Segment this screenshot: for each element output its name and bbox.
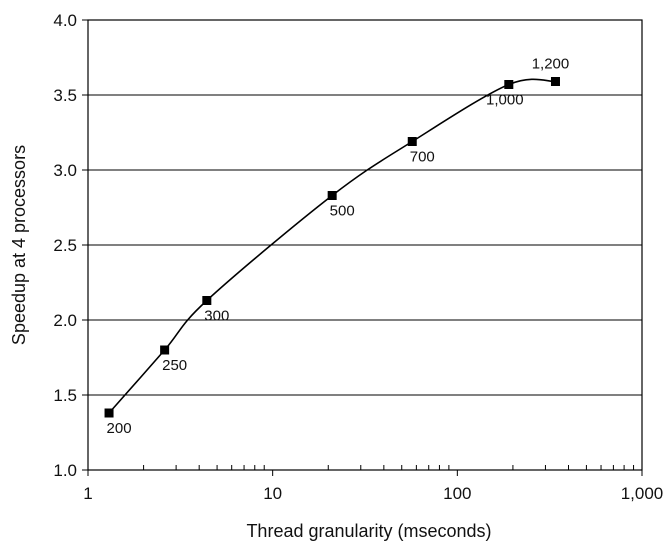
data-point-marker	[104, 408, 114, 418]
data-point-marker	[504, 80, 514, 89]
y-tick-label: 3.5	[53, 86, 77, 105]
data-point-marker	[202, 296, 212, 305]
data-point-label: 1,200	[532, 56, 570, 73]
data-point-label: 250	[162, 357, 187, 374]
label-layer: 200 250 300 500 700 1,000 1,200	[107, 56, 570, 438]
y-tick-label: 2.0	[53, 311, 77, 330]
y-tick-label: 3.0	[53, 161, 77, 180]
x-tick-label: 1,000	[621, 484, 664, 503]
data-point-label: 700	[410, 149, 435, 166]
data-point-label: 1,000	[486, 92, 524, 109]
data-point-marker	[160, 345, 170, 355]
x-tick-label: 100	[443, 484, 471, 503]
x-axis-title: Thread granularity (mseconds)	[246, 521, 491, 541]
y-tick-label: 2.5	[53, 236, 77, 255]
y-axis-title: Speedup at 4 processors	[9, 145, 29, 345]
y-tick-label: 1.5	[53, 386, 77, 405]
marker-layer	[104, 77, 560, 418]
y-tick-label: 4.0	[53, 11, 77, 30]
axis-layer: 1.0 1.5 2.0 2.5 3.0 3.5 4.0 1 10 100 1,000	[53, 11, 663, 503]
data-point-label: 200	[107, 420, 132, 437]
x-tick-label: 10	[263, 484, 282, 503]
x-tick-label: 1	[83, 484, 92, 503]
data-point-marker	[407, 137, 417, 146]
data-point-marker	[327, 191, 337, 200]
y-tick-label: 1.0	[53, 461, 77, 480]
data-point-label: 500	[330, 203, 355, 220]
data-point-marker	[550, 77, 560, 86]
grid-layer	[88, 94, 642, 396]
plot-frame	[87, 19, 643, 471]
data-point-label: 300	[204, 308, 229, 325]
